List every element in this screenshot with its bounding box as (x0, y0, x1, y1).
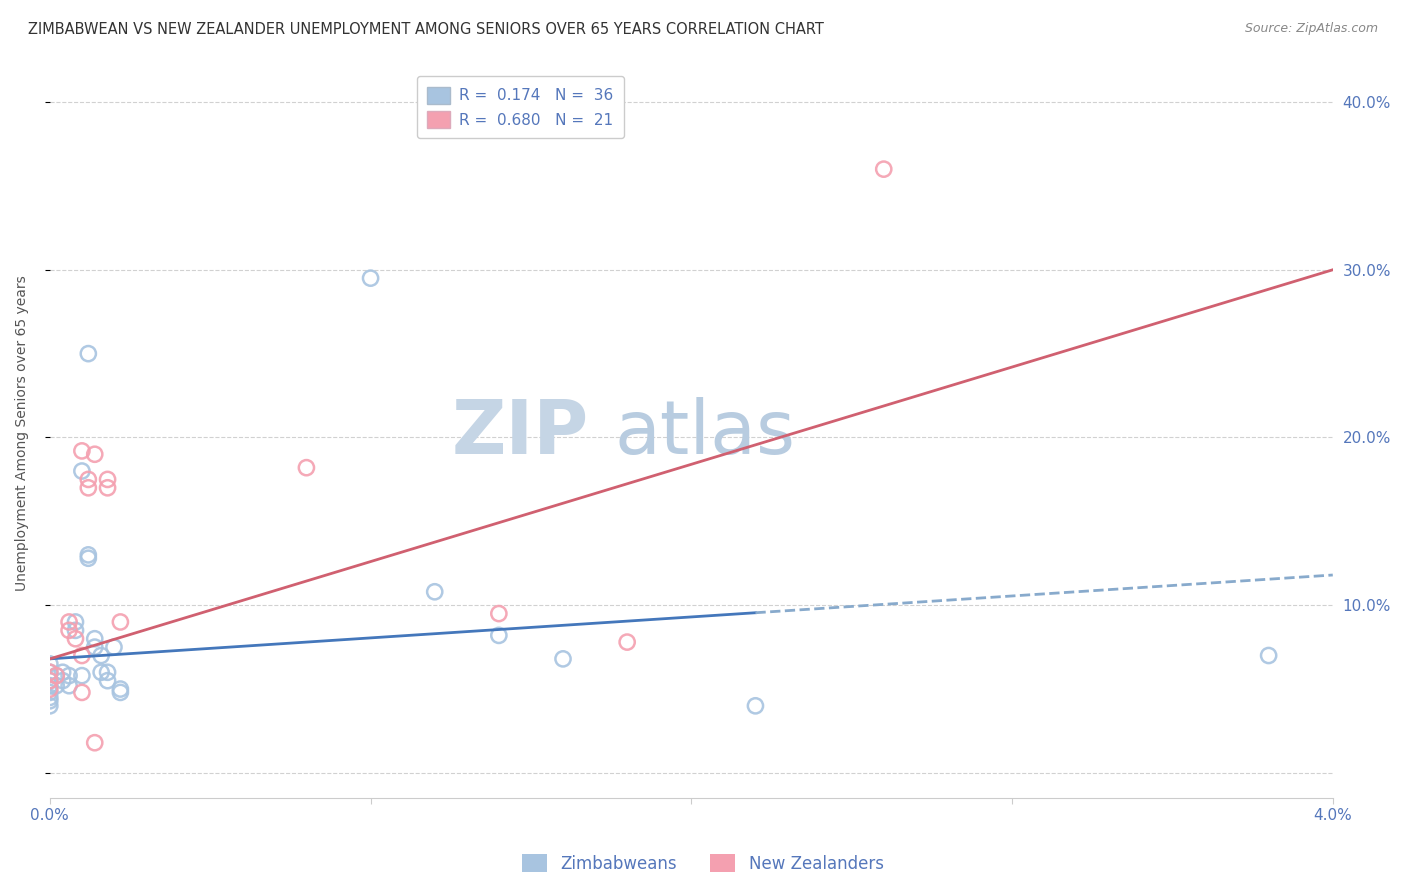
Point (77, 472, 100, 486)
Point (38, 698, 60, 713)
Point (360, 271, 382, 285)
Text: Source: ZipAtlas.com: Source: ZipAtlas.com (1244, 22, 1378, 36)
Point (65, 624, 87, 638)
Point (38, 679, 60, 693)
Point (83, 632, 105, 646)
Point (38, 673, 60, 688)
Point (97, 673, 120, 688)
Point (58, 615, 80, 629)
Point (70, 464, 93, 478)
Point (58, 679, 80, 693)
Point (616, 635, 638, 649)
Point (52, 673, 75, 688)
Point (70, 648, 93, 663)
Point (90, 648, 112, 663)
Point (38, 657, 60, 671)
Point (77, 481, 100, 495)
Text: atlas: atlas (614, 397, 796, 470)
Point (90, 665, 112, 680)
Point (38, 685, 60, 699)
Y-axis label: Unemployment Among Seniors over 65 years: Unemployment Among Seniors over 65 years (15, 276, 30, 591)
Point (110, 681, 132, 696)
Text: ZIP: ZIP (451, 397, 589, 470)
Point (83, 640, 105, 654)
Point (70, 668, 93, 682)
Point (488, 607, 510, 621)
Point (77, 551, 100, 566)
Point (97, 472, 120, 486)
Point (551, 652, 574, 666)
Point (103, 640, 125, 654)
Point (77, 548, 100, 562)
Point (295, 460, 318, 475)
Text: ZIMBABWEAN VS NEW ZEALANDER UNEMPLOYMENT AMONG SENIORS OVER 65 YEARS CORRELATION: ZIMBABWEAN VS NEW ZEALANDER UNEMPLOYMENT… (28, 22, 824, 37)
Point (45, 668, 67, 682)
Point (38, 681, 60, 696)
Legend: R =  0.174   N =  36, R =  0.680   N =  21: R = 0.174 N = 36, R = 0.680 N = 21 (416, 76, 624, 138)
Point (744, 698, 766, 713)
Point (38, 665, 60, 680)
Point (873, 162, 896, 177)
Point (58, 668, 80, 682)
Point (97, 481, 120, 495)
Point (38, 665, 60, 680)
Point (70, 443, 93, 458)
Point (83, 736, 105, 750)
Point (1257, 648, 1279, 663)
Point (488, 628, 510, 642)
Point (83, 447, 105, 461)
Point (77, 346, 100, 360)
Point (45, 668, 67, 682)
Point (97, 665, 120, 680)
Point (58, 624, 80, 638)
Point (52, 665, 75, 680)
Point (65, 632, 87, 646)
Point (423, 584, 446, 599)
Point (38, 673, 60, 688)
Point (110, 615, 132, 629)
Point (70, 685, 93, 699)
Legend: Zimbabweans, New Zealanders: Zimbabweans, New Zealanders (516, 847, 890, 880)
Point (110, 685, 132, 699)
Point (45, 679, 67, 693)
Point (38, 694, 60, 708)
Point (38, 690, 60, 705)
Point (65, 615, 87, 629)
